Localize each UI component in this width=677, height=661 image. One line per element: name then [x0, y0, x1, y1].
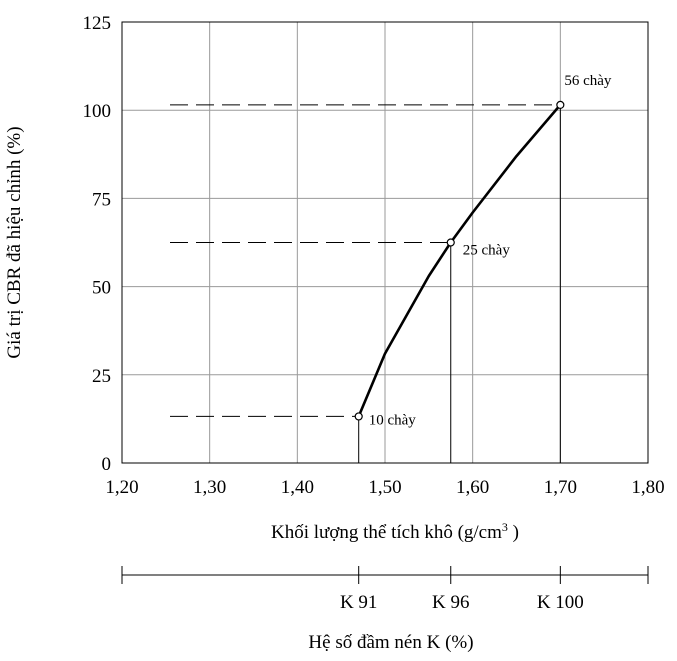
- x-tick-labels: 1,20 1,30 1,40 1,50 1,60 1,70 1,80: [105, 477, 664, 498]
- x-axis-label: Khối lượng thể tích khô (g/cm3 ): [271, 520, 519, 543]
- x-tick-label: 1,20: [105, 477, 138, 498]
- y-tick-label: 0: [102, 454, 112, 475]
- cbr-curve-series: [357, 103, 562, 418]
- data-point: [354, 412, 363, 421]
- k-axis-tick-label: K 91: [340, 592, 377, 613]
- point-annotation: 25 chày: [463, 243, 511, 259]
- x-tick-label: 1,80: [631, 477, 664, 498]
- x-tick-label: 1,70: [544, 477, 577, 498]
- y-tick-label: 50: [92, 278, 111, 299]
- plot-frame: [121, 21, 649, 464]
- x-tick-label: 1,30: [193, 477, 226, 498]
- data-point: [556, 100, 565, 110]
- x-tick-label: 1,50: [368, 477, 401, 498]
- y-axis-label: Giá trị CBR đã hiệu chỉnh (%): [4, 126, 25, 358]
- y-tick-label: 25: [92, 366, 111, 387]
- y-tick-label: 125: [83, 13, 112, 34]
- k-axis-label: Hệ số đầm nén K (%): [308, 632, 473, 653]
- point-annotation: 56 chày: [564, 73, 612, 89]
- guide-lines: [170, 104, 561, 463]
- x-tick-label: 1,60: [456, 477, 489, 498]
- y-tick-label: 100: [83, 101, 112, 122]
- data-points: 10 chày 25 chày 56 chày: [354, 73, 612, 428]
- data-point: [446, 238, 455, 247]
- y-tick-label: 75: [92, 189, 111, 210]
- point-annotation: 10 chày: [369, 412, 417, 428]
- x-tick-label: 1,40: [281, 477, 314, 498]
- k-axis-tick-label: K 96: [432, 592, 469, 613]
- k-axis-tick-label: K 100: [537, 592, 584, 613]
- y-tick-labels: 0 25 50 75 100 125: [83, 13, 112, 475]
- k-axis: K 91 K 96 K 100: [121, 566, 649, 613]
